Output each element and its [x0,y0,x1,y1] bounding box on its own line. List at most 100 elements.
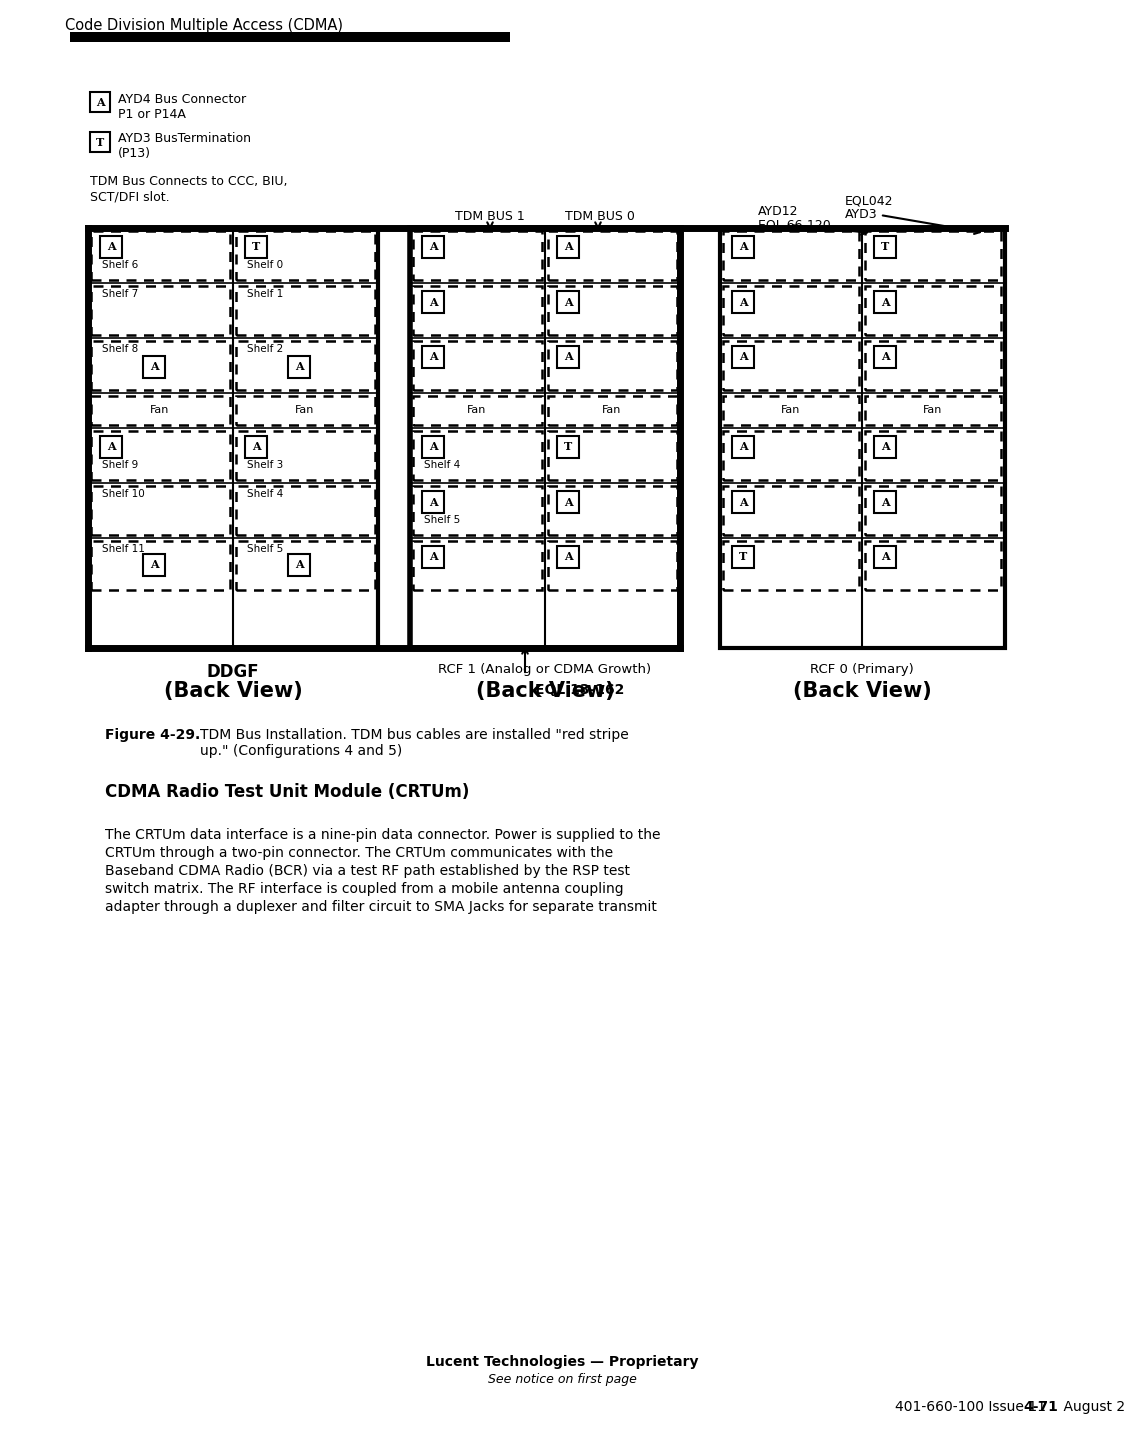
Text: Fan: Fan [602,405,622,415]
Bar [720,227,1005,648]
Text: SCT/DFI slot.: SCT/DFI slot. [90,190,170,203]
Text: Shelf 2: Shelf 2 [248,345,284,355]
Bar [723,486,860,535]
Text: A: A [429,242,438,253]
Bar [410,227,680,648]
Bar [422,236,444,257]
Bar [236,340,375,390]
Bar [91,486,229,535]
Bar [874,290,896,313]
Text: A: A [739,352,747,362]
Bar [422,490,444,513]
Text: A: A [881,552,890,562]
Text: A: A [881,352,890,362]
Bar [874,346,896,368]
Bar [548,340,677,390]
Text: A: A [107,242,116,253]
Bar [91,430,229,480]
Text: Fan: Fan [295,405,315,415]
Bar [557,236,579,257]
Bar [413,396,542,425]
Text: (P13): (P13) [118,147,151,160]
Text: See notice on first page: See notice on first page [487,1373,637,1386]
Text: switch matrix. The RF interface is coupled from a mobile antenna coupling: switch matrix. The RF interface is coupl… [105,882,623,897]
Bar [732,290,754,313]
Text: TDM Bus Installation. TDM bus cables are installed "red stripe: TDM Bus Installation. TDM bus cables are… [200,728,629,742]
Bar [865,340,1001,390]
Text: RCF 0 (Primary): RCF 0 (Primary) [810,664,914,676]
Bar [865,286,1001,335]
Text: Shelf 7: Shelf 7 [102,289,138,299]
Text: A: A [564,296,573,307]
Bar [548,541,677,591]
Bar [723,286,860,335]
Text: Shelf 5: Shelf 5 [424,515,460,525]
Text: A: A [107,442,116,452]
Bar [732,546,754,568]
Text: 4-71: 4-71 [1023,1400,1058,1414]
Text: Code Division Multiple Access (CDMA): Code Division Multiple Access (CDMA) [65,19,343,33]
Text: Shelf 5: Shelf 5 [248,543,284,553]
Text: 401-660-100 Issue 11    August 2000: 401-660-100 Issue 11 August 2000 [896,1400,1125,1414]
Bar [732,346,754,368]
Bar [236,286,375,335]
Text: up." (Configurations 4 and 5): up." (Configurations 4 and 5) [200,744,403,758]
Text: Shelf 9: Shelf 9 [102,460,138,470]
Bar [90,132,110,152]
Bar [143,553,165,576]
Bar [732,436,754,458]
Text: A: A [881,442,890,452]
Bar [732,490,754,513]
Text: A: A [739,442,747,452]
Bar [100,436,122,458]
Text: A: A [739,296,747,307]
Bar [548,232,677,280]
Bar [557,546,579,568]
Bar [865,232,1001,280]
Bar [413,486,542,535]
Text: Shelf 10: Shelf 10 [102,489,145,499]
Text: TDM BUS 0: TDM BUS 0 [565,210,634,223]
Text: T: T [739,552,747,562]
Bar [91,286,229,335]
Text: A: A [295,559,304,571]
Bar [236,541,375,591]
Bar [557,290,579,313]
Text: Fan: Fan [151,405,170,415]
Text: The CRTUm data interface is a nine-pin data connector. Power is supplied to the: The CRTUm data interface is a nine-pin d… [105,828,660,842]
Text: A: A [739,242,747,253]
Text: A: A [564,242,573,253]
Bar [422,436,444,458]
Text: Fan: Fan [467,405,487,415]
Text: A: A [252,442,260,452]
Text: AYD3 BusTermination: AYD3 BusTermination [118,132,251,144]
Text: CRTUm through a two-pin connector. The CRTUm communicates with the: CRTUm through a two-pin connector. The C… [105,847,613,859]
Bar [874,546,896,568]
Text: Shelf 4: Shelf 4 [424,460,460,470]
Bar [288,553,310,576]
Text: A: A [429,296,438,307]
Text: Shelf 0: Shelf 0 [248,260,284,270]
Bar [723,430,860,480]
Text: A: A [429,442,438,452]
Text: T: T [564,442,573,452]
Bar [422,346,444,368]
Bar [865,396,1001,425]
Text: A: A [564,496,573,508]
Text: Shelf 8: Shelf 8 [102,345,138,355]
Text: T: T [881,242,889,253]
Bar [143,356,165,378]
Bar [100,236,122,257]
Bar [723,396,860,425]
Text: A: A [881,496,890,508]
Bar [413,541,542,591]
Bar [723,541,860,591]
Bar [413,286,542,335]
Bar [865,486,1001,535]
Bar [91,340,229,390]
Bar [732,236,754,257]
Text: Baseband CDMA Radio (BCR) via a test RF path established by the RSP test: Baseband CDMA Radio (BCR) via a test RF … [105,864,630,878]
Text: P1 or P14A: P1 or P14A [118,109,186,122]
Text: Shelf 11: Shelf 11 [102,543,145,553]
Bar [90,92,110,112]
